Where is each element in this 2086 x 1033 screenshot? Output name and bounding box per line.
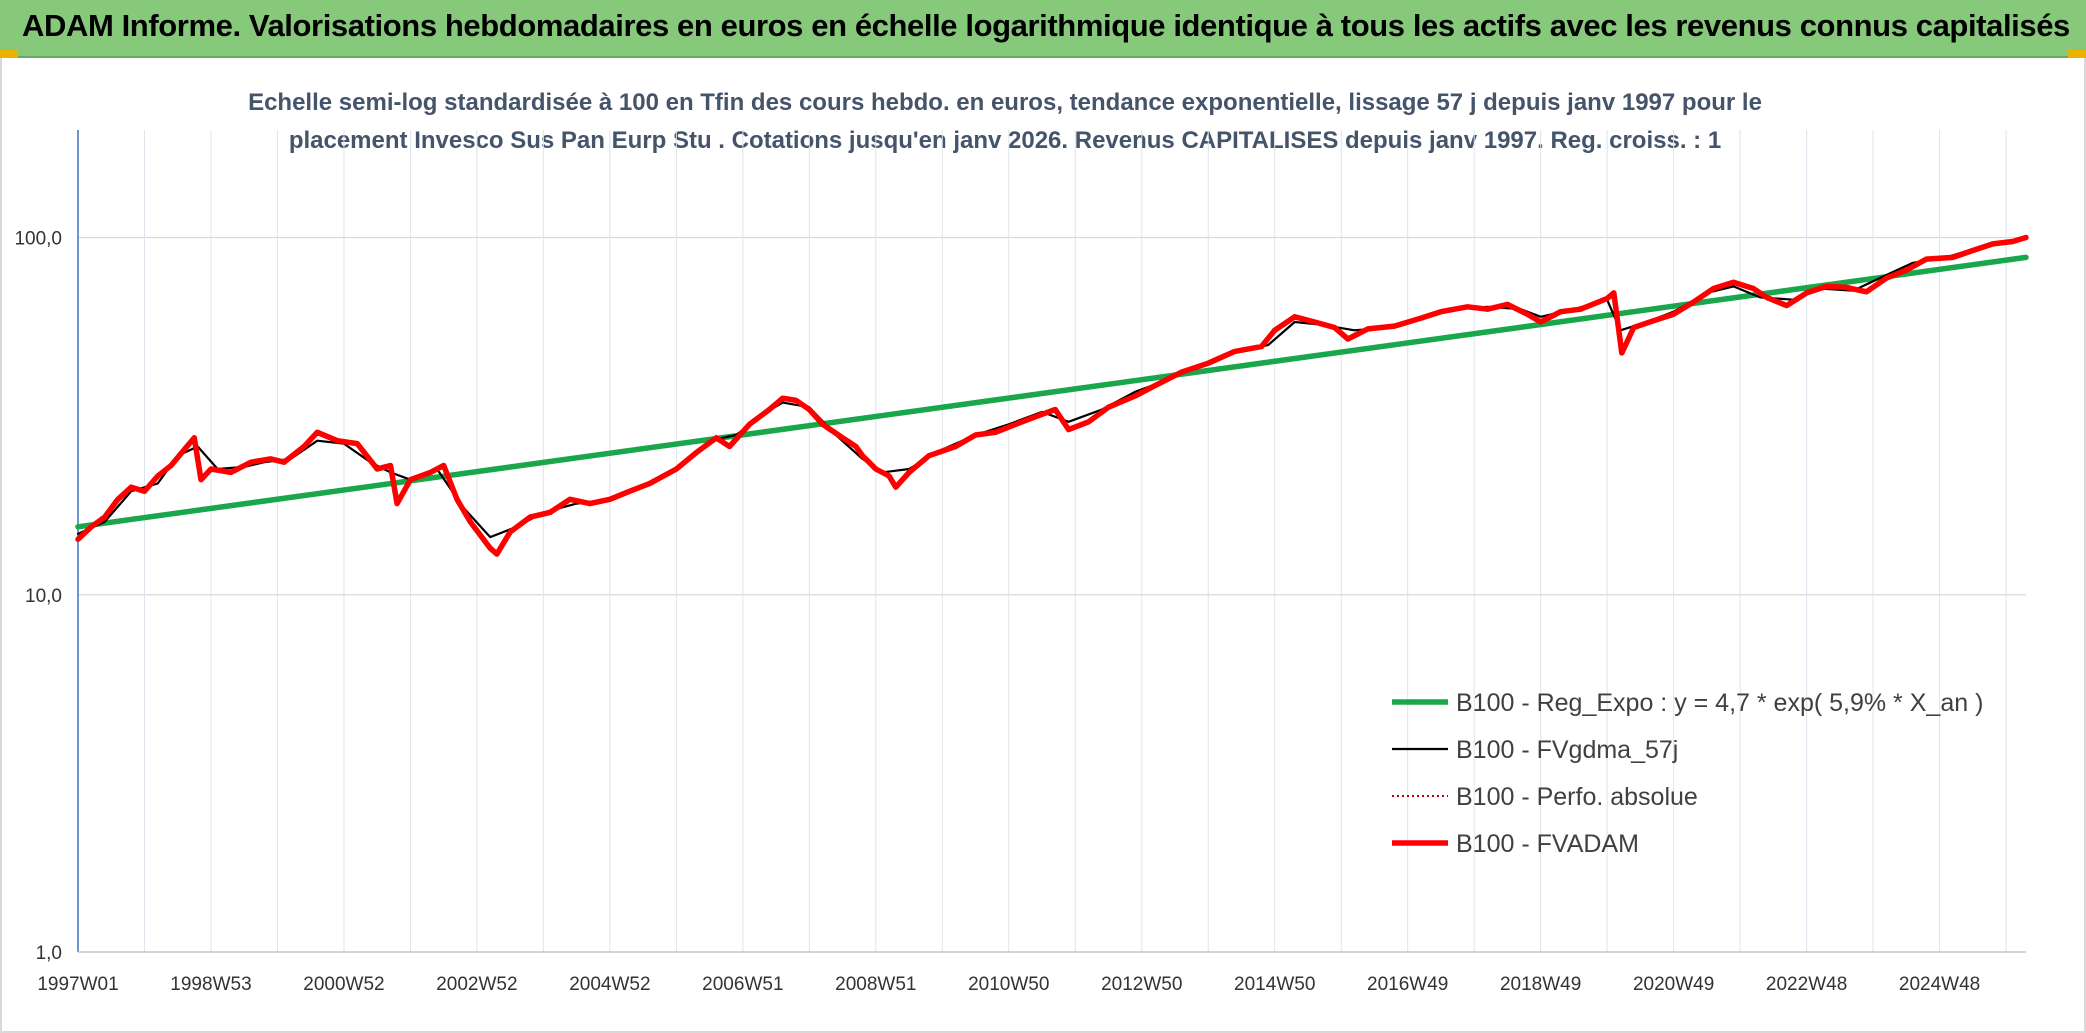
x-tick-label: 2010W50: [968, 974, 1049, 995]
legend-label: B100 - FVADAM: [1456, 830, 1639, 858]
page-title: ADAM Informe. Valorisations hebdomadaire…: [22, 8, 2070, 43]
x-tick-label: 2008W51: [835, 974, 916, 995]
legend-label: B100 - Reg_Expo : y = 4,7 * exp( 5,9% * …: [1456, 689, 1983, 717]
chart-title: Echelle semi-log standardisée à 100 en T…: [240, 84, 1770, 160]
x-tick-label: 2002W52: [436, 974, 517, 995]
legend-label: B100 - FVgdma_57j: [1456, 736, 1678, 764]
chart-frame: [0, 58, 2086, 1033]
x-tick-label: 2006W51: [702, 974, 783, 995]
corner-mark-left: [0, 50, 18, 58]
chart-title-line-1: Echelle semi-log standardisée à 100 en T…: [248, 89, 1762, 116]
y-tick-label: 100,0: [14, 229, 62, 250]
x-tick-label: 2018W49: [1500, 974, 1581, 995]
x-tick-label: 2022W48: [1766, 974, 1847, 995]
corner-mark-right: [2068, 50, 2086, 58]
x-tick-label: 2004W52: [569, 974, 650, 995]
series-lines: [75, 234, 2029, 557]
x-tick-label: 1998W53: [170, 974, 251, 995]
y-tick-label: 10,0: [25, 586, 62, 607]
series-line-0: [75, 254, 2029, 530]
grid: [77, 130, 2026, 953]
x-tick-label: 2016W49: [1367, 974, 1448, 995]
series-line-3: [75, 234, 2029, 557]
x-tick-label: 1997W01: [37, 974, 118, 995]
axes: 1,0 10,0 100,0 1997W01 1998W53 2000W52 2002W52…: [14, 130, 2026, 995]
x-tick-label: 2012W50: [1101, 974, 1182, 995]
legend: B100 - Reg_Expo : y = 4,7 * exp( 5,9% * …: [1392, 689, 1983, 858]
x-tick-label: 2014W50: [1234, 974, 1315, 995]
chart-title-line-2: placement Invesco Sus Pan Eurp Stu . Cot…: [288, 127, 1722, 154]
x-tick-label: 2000W52: [303, 974, 384, 995]
x-tick-label: 2020W49: [1633, 974, 1714, 995]
header-banner: ADAM Informe. Valorisations hebdomadaire…: [0, 0, 2086, 58]
legend-label: B100 - Perfo. absolue: [1456, 783, 1698, 811]
x-tick-label: 2024W48: [1899, 974, 1980, 995]
y-tick-label: 1,0: [36, 943, 62, 964]
